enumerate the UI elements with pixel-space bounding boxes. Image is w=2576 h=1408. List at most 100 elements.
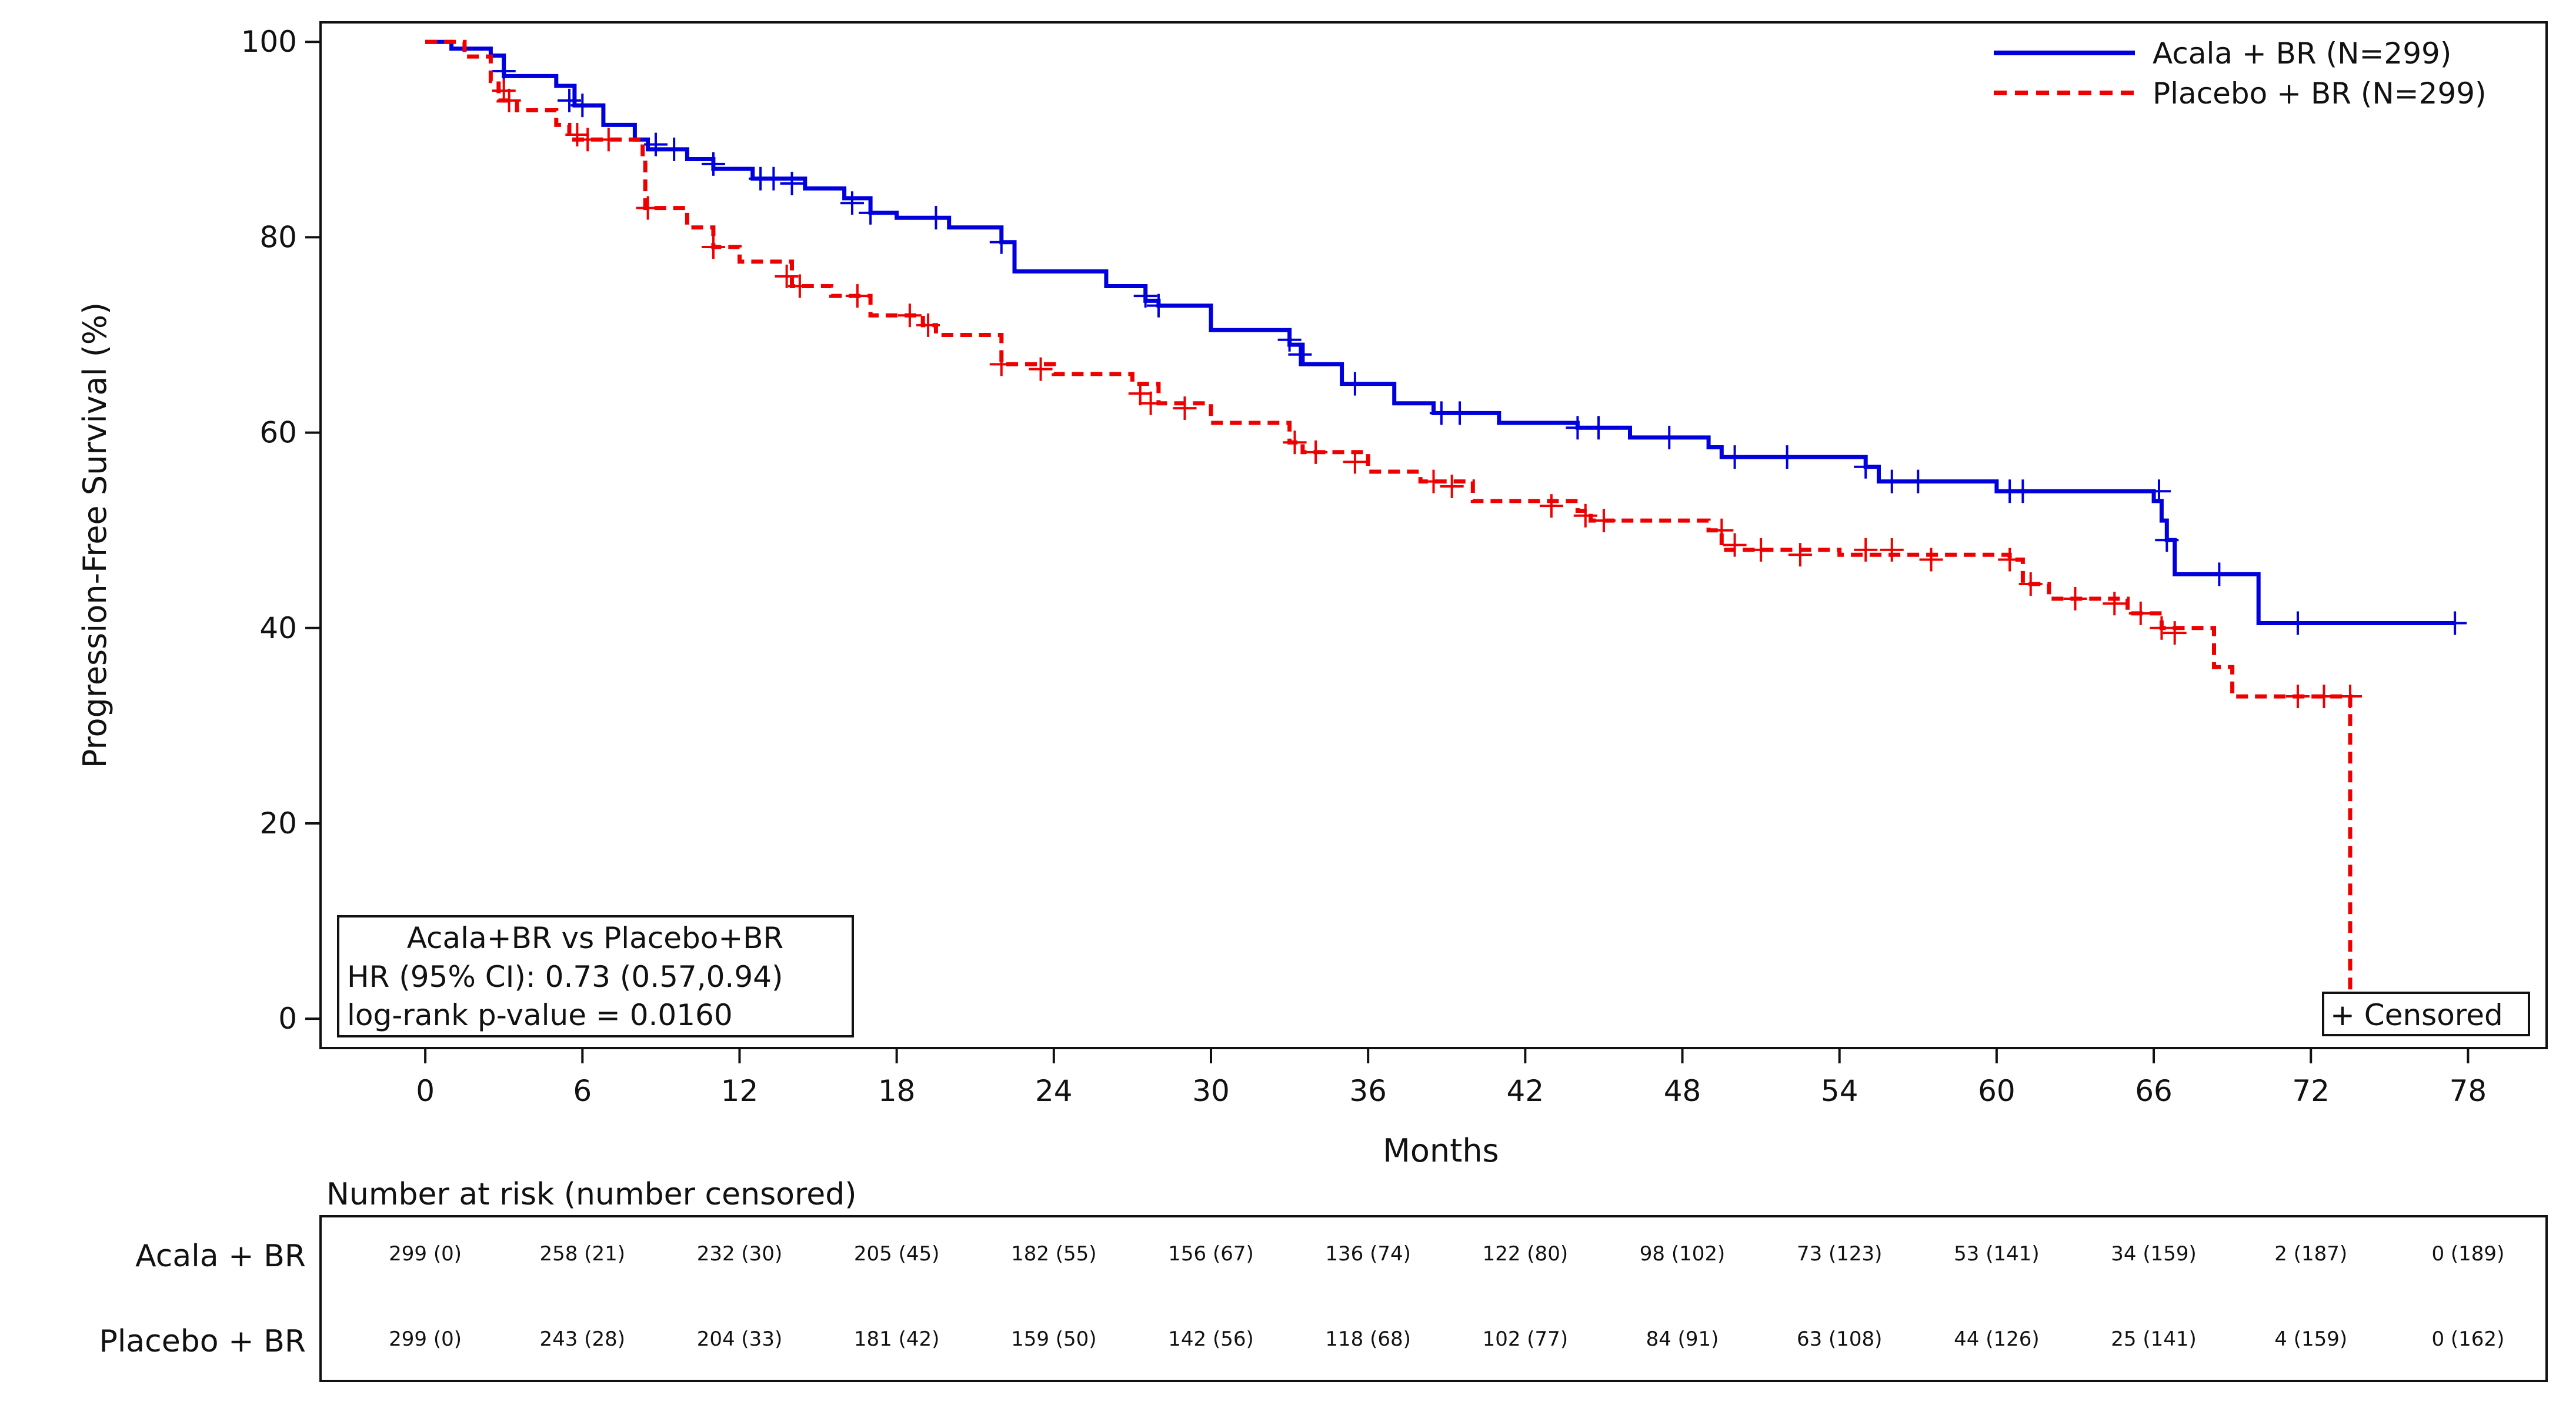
y-tick-label: 40 — [259, 611, 297, 645]
censor-mark — [643, 132, 668, 156]
series-line-acala — [425, 39, 2455, 625]
censor-mark — [775, 264, 799, 288]
censored-legend-label: + Censored — [2330, 998, 2503, 1032]
risk-table-cell: 299 (0) — [389, 1327, 462, 1351]
risk-row-label-acala: Acala + BR — [135, 1239, 306, 1274]
y-tick-label: 0 — [278, 1002, 297, 1036]
censor-mark — [1657, 425, 1681, 449]
legend: Acala + BR (N=299) Placebo + BR (N=299) — [1994, 36, 2487, 111]
censor-mark — [2285, 685, 2310, 709]
censor-mark — [1173, 396, 1197, 421]
x-tick-label: 12 — [721, 1074, 759, 1108]
censor-mark — [2285, 611, 2310, 635]
x-tick-label: 66 — [2135, 1074, 2173, 1108]
censor-mark — [1998, 548, 2022, 572]
risk-table-cell: 232 (30) — [697, 1242, 783, 1266]
risk-table-cell: 205 (45) — [854, 1242, 940, 1266]
censor-mark — [2103, 592, 2127, 616]
censor-mark — [2443, 611, 2467, 635]
censor-mark — [1710, 518, 1734, 542]
risk-table-cell: 102 (77) — [1483, 1327, 1569, 1351]
censor-mark — [2063, 586, 2087, 610]
risk-table-cell: 142 (56) — [1168, 1327, 1254, 1351]
censor-mark — [701, 152, 725, 176]
x-tick-label: 60 — [1978, 1074, 2016, 1108]
hazard-ratio-box: Acala+BR vs Placebo+BR HR (95% CI): 0.73… — [337, 915, 854, 1037]
censor-mark — [1448, 401, 1472, 425]
x-tick-label: 0 — [416, 1074, 435, 1108]
censor-mark — [1539, 494, 1563, 518]
risk-table-cell: 204 (33) — [697, 1327, 783, 1351]
censor-mark — [2207, 562, 2231, 586]
risk-table-cell: 159 (50) — [1011, 1327, 1097, 1351]
y-tick-label: 20 — [259, 806, 297, 840]
censor-mark — [1854, 455, 1878, 479]
x-tick-label: 72 — [2292, 1074, 2330, 1108]
y-tick-label: 80 — [259, 220, 297, 254]
series-line-placebo — [425, 39, 2353, 990]
censor-mark — [1304, 440, 1328, 464]
censor-mark — [1723, 533, 1747, 557]
censor-mark — [916, 313, 940, 337]
censor-mark — [1139, 391, 1163, 415]
risk-table-cell: 73 (123) — [1797, 1242, 1883, 1266]
y-tick-label: 60 — [259, 416, 297, 450]
risk-table-cell: 182 (55) — [1011, 1242, 1097, 1266]
censor-mark — [492, 79, 516, 103]
censor-mark — [1906, 469, 1930, 493]
censor-mark — [989, 352, 1013, 376]
censor-mark — [570, 94, 595, 118]
censor-mark — [1440, 474, 1464, 498]
censor-mark — [1775, 445, 1799, 469]
censor-mark — [2150, 616, 2174, 640]
censor-mark — [897, 303, 922, 328]
censor-mark — [1288, 342, 1312, 366]
censor-mark — [565, 123, 589, 147]
censor-mark — [924, 206, 948, 230]
risk-table-title: Number at risk (number censored) — [326, 1177, 857, 1212]
x-tick-label: 78 — [2450, 1074, 2487, 1108]
risk-table-cell: 2 (187) — [2274, 1242, 2347, 1266]
risk-row-label-placebo: Placebo + BR — [99, 1324, 306, 1359]
censor-mark — [1573, 503, 1597, 528]
censor-mark — [1422, 469, 1446, 493]
x-tick-label: 36 — [1349, 1074, 1387, 1108]
risk-table-cell: 0 (189) — [2431, 1242, 2504, 1266]
risk-table-cell: 84 (91) — [1646, 1327, 1719, 1351]
censor-mark — [1880, 538, 1904, 562]
censor-mark — [859, 201, 883, 225]
x-tick-label: 24 — [1035, 1074, 1073, 1108]
censor-mark — [845, 284, 869, 308]
censor-mark — [2163, 621, 2187, 645]
censor-mark — [1749, 538, 1773, 562]
x-tick-label: 42 — [1507, 1074, 1544, 1108]
censor-mark — [1788, 543, 1812, 567]
risk-table-cell: 4 (159) — [2274, 1327, 2347, 1351]
censor-mark — [788, 274, 812, 298]
legend-label-acala: Acala + BR (N=299) — [2153, 36, 2451, 71]
risk-cells: 299 (0) 258 (21) 232 (30) 205 (45) 182 (55) 1… — [389, 1242, 2504, 1351]
censor-mark — [1591, 509, 1616, 533]
risk-table-cell: 63 (108) — [1797, 1327, 1883, 1351]
censor-mark — [1566, 416, 1590, 440]
censor-mark — [1277, 328, 1302, 352]
risk-table-cell: 299 (0) — [389, 1242, 462, 1266]
censor-mark — [1343, 450, 1367, 474]
censor-mark — [1029, 357, 1053, 381]
plot-area — [319, 21, 2548, 1049]
censor-mark — [1133, 284, 1157, 308]
censor-mark — [2155, 528, 2179, 552]
censor-mark — [1343, 372, 1367, 396]
risk-table-cell: 44 (126) — [1954, 1327, 2040, 1351]
censor-mark — [780, 172, 804, 196]
censor-mark — [2011, 479, 2035, 503]
censor-mark — [1723, 445, 1747, 469]
risk-table-cell: 98 (102) — [1640, 1242, 1726, 1266]
x-tick-label: 6 — [573, 1074, 592, 1108]
hr-box-line-3: log-rank p-value = 0.0160 — [347, 998, 733, 1032]
censor-mark — [662, 137, 686, 161]
censor-mark — [701, 235, 725, 259]
censor-mark — [1587, 416, 1611, 440]
censor-mark — [762, 166, 786, 191]
y-tick-label: 100 — [241, 25, 297, 59]
